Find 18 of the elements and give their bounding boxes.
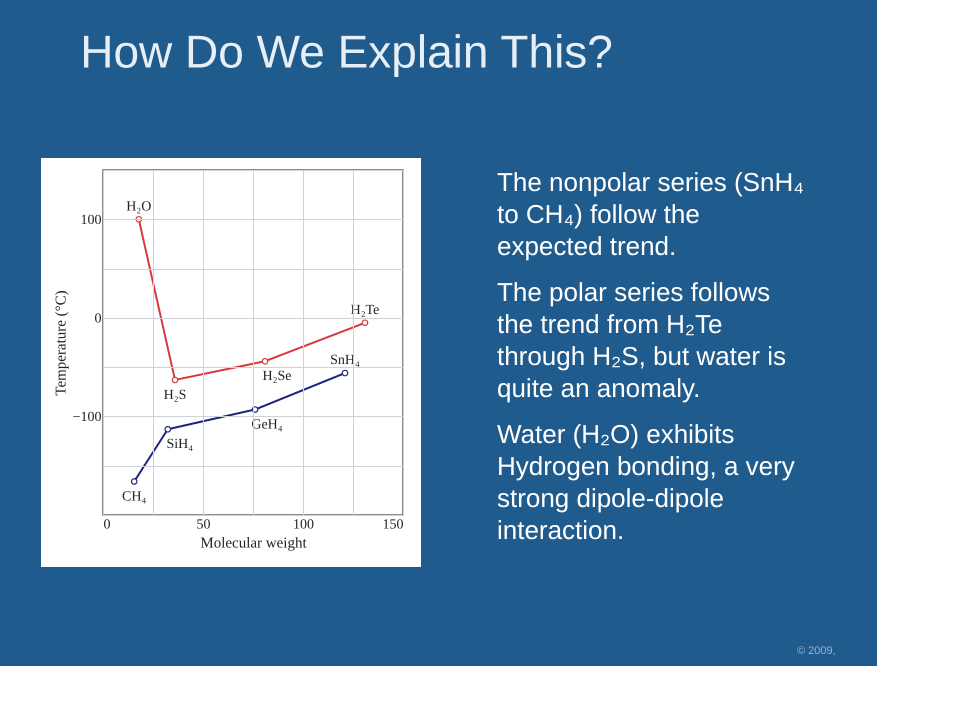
x-axis-title: Molecular weight — [200, 536, 308, 552]
annotation: H₂Se — [262, 369, 292, 384]
y-tick-label: −100 — [72, 410, 102, 425]
text: The nonpolar series (SnH₄ to CH₄) follow the expected trend. — [497, 167, 804, 261]
x-tick-label: 50 — [196, 518, 210, 532]
annotation: CH₄ — [122, 489, 146, 504]
y-tick-label: 0 — [94, 311, 102, 326]
annotation: H₂O — [126, 199, 152, 214]
y-tick-label: 100 — [80, 212, 102, 228]
y-axis-title: Temperature (°C) — [54, 290, 70, 396]
text: The polar series follows the trend from H₂Te through H₂S, but water is quite an anomaly. — [497, 277, 786, 403]
annotation: H₂S — [164, 388, 186, 403]
x-tick-label: 150 — [382, 518, 404, 532]
text: © 2009, — [797, 645, 836, 657]
text: Water (H₂O) exhibits Hydrogen bonding, a very strong dipole-dipole interaction. — [497, 419, 795, 545]
x-tick-label: 100 — [293, 518, 314, 532]
annotation: SiH₄ — [166, 437, 194, 452]
chart-title: How Do We Explain This? — [80, 25, 613, 78]
